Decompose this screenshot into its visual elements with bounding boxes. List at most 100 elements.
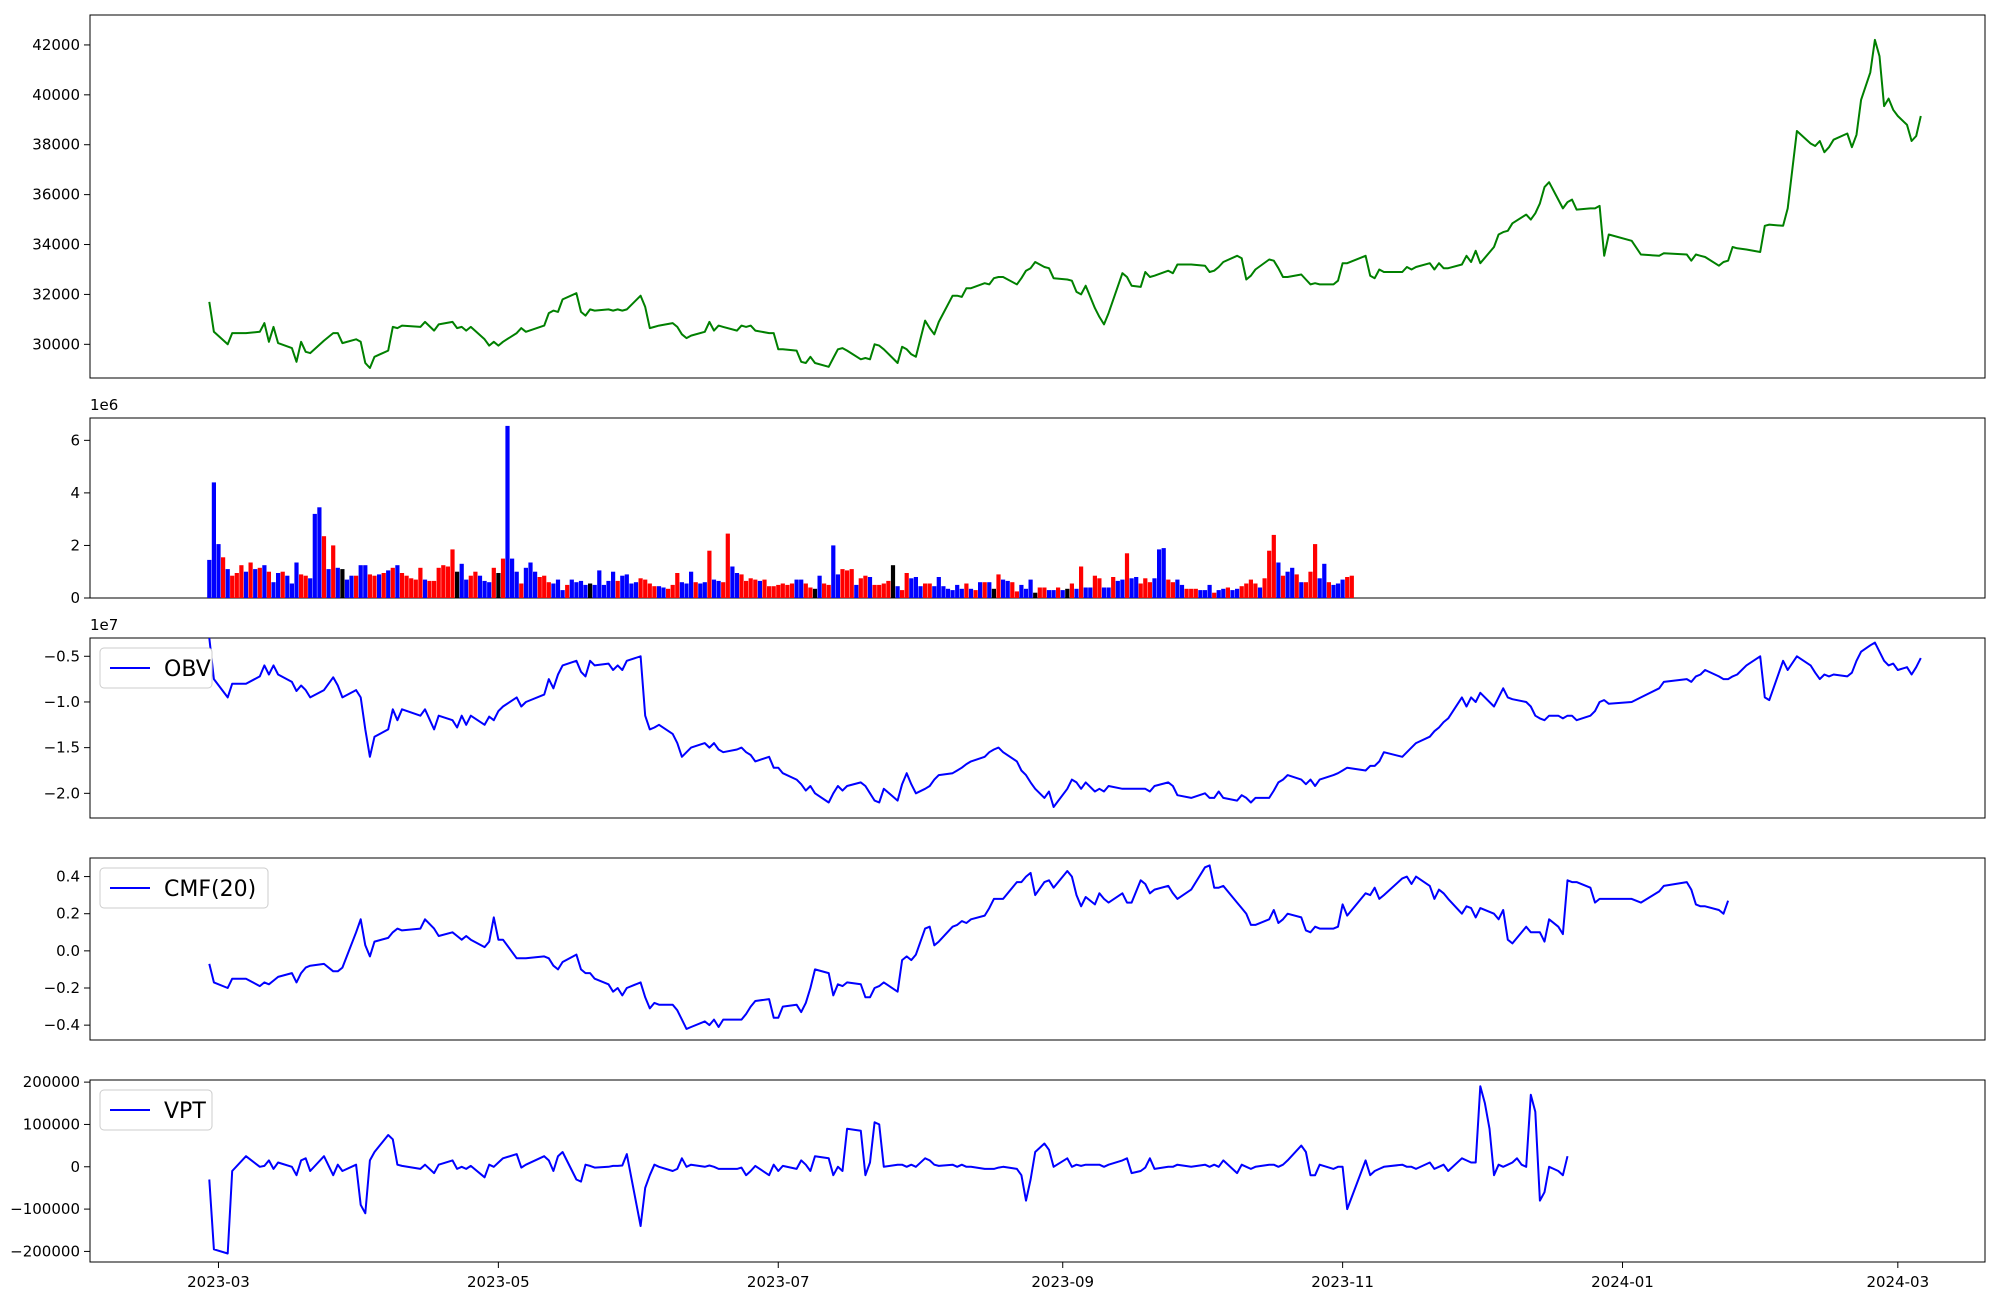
volume-bar <box>638 578 643 598</box>
volume-bar <box>363 565 368 598</box>
y-tick-label: −200000 <box>10 1242 80 1260</box>
volume-bar <box>1262 578 1267 598</box>
volume-bar <box>399 573 405 598</box>
volume-bar <box>409 578 414 598</box>
volume-bar <box>321 536 327 598</box>
volume-bar <box>1290 567 1295 598</box>
volume-bar <box>303 575 308 598</box>
volume-bar <box>1198 590 1203 598</box>
volume-bar <box>987 582 992 598</box>
volume-bar <box>1271 534 1276 598</box>
volume-bar <box>656 586 662 598</box>
volume-bar <box>996 574 1001 598</box>
volume-bar <box>1014 591 1019 598</box>
volume-bar <box>679 582 684 598</box>
volume-bar <box>615 580 620 598</box>
volume-bar <box>721 582 726 598</box>
volume-bar <box>537 577 542 598</box>
y-tick-label: 200000 <box>23 1073 80 1091</box>
volume-bar <box>514 571 519 598</box>
volume-bar <box>1216 590 1221 598</box>
volume-bar <box>1056 587 1061 598</box>
axis-offset-label: 1e7 <box>90 616 118 634</box>
volume-bar <box>1189 588 1194 598</box>
volume-bar <box>849 569 854 598</box>
volume-bar <box>354 575 359 598</box>
volume-bar <box>280 571 285 598</box>
volume-bar <box>1345 577 1350 598</box>
volume-bar <box>991 588 996 598</box>
volume-bar <box>386 570 391 598</box>
volume-bar <box>803 583 808 598</box>
axis-offset-label: 1e6 <box>90 396 118 414</box>
volume-bar <box>487 582 492 598</box>
volume-bar <box>221 557 226 598</box>
volume-bar <box>822 583 827 598</box>
volume-bar <box>675 573 680 598</box>
volume-panel: 0 2 4 6 1e6 <box>70 396 1986 607</box>
volume-bar <box>845 570 850 598</box>
volume-bar <box>588 583 593 598</box>
volume-bar <box>757 580 762 598</box>
volume-bar <box>464 579 469 598</box>
volume-bar <box>390 567 395 598</box>
volume-bar <box>1170 582 1175 598</box>
volume-bar <box>477 575 483 598</box>
volume-bar <box>271 582 276 598</box>
volume-bar <box>1303 582 1308 598</box>
volume-bar <box>633 582 639 598</box>
series-line <box>208 637 1922 808</box>
volume-bar <box>207 559 212 598</box>
volume-bar <box>762 579 767 598</box>
volume-bar <box>455 571 460 598</box>
volume-bar <box>1340 579 1345 598</box>
volume-bar <box>1202 590 1208 598</box>
volume-bar <box>266 571 271 598</box>
volume-bar <box>344 579 349 598</box>
volume-bar <box>1028 579 1033 598</box>
y-tick-label: 0 <box>70 589 80 607</box>
volume-bar <box>647 583 652 598</box>
legend: VPT <box>99 1089 213 1131</box>
y-tick-label: 0 <box>70 1158 80 1176</box>
volume-bar <box>1161 548 1166 598</box>
volume-bar <box>285 575 290 598</box>
legend-label: OBV <box>164 657 211 682</box>
y-tick-label: 2 <box>70 536 80 554</box>
volume-bar <box>1147 582 1152 598</box>
volume-bar <box>831 545 836 598</box>
volume-bar <box>1335 583 1341 598</box>
volume-bar <box>1294 574 1299 598</box>
volume-bar <box>340 569 345 598</box>
volume-bar <box>404 575 409 598</box>
volume-bar <box>1120 579 1125 598</box>
volume-bar <box>243 571 249 598</box>
y-tick-label: 0.2 <box>56 905 80 923</box>
volume-bar <box>1134 577 1139 598</box>
volume-bar <box>1042 587 1047 598</box>
volume-bar <box>767 586 772 598</box>
volume-bar <box>225 569 230 598</box>
volume-bar <box>1225 587 1230 598</box>
volume-bar <box>312 513 317 598</box>
volume-bar <box>1349 575 1354 598</box>
volume-bar <box>968 588 974 598</box>
volume-bar <box>890 565 896 598</box>
volume-bar <box>459 563 464 598</box>
volume-bar <box>808 587 813 598</box>
volume-bar <box>289 583 294 598</box>
volume-bar <box>1019 584 1024 598</box>
y-tick-label: −2.0 <box>44 784 80 802</box>
volume-bar <box>959 588 964 598</box>
volume-bar <box>1299 582 1304 598</box>
volume-bar <box>1267 550 1272 598</box>
volume-bar <box>936 577 941 598</box>
x-tick-label: 2023-03 <box>187 1273 250 1291</box>
volume-bar <box>1097 578 1102 598</box>
volume-bar <box>1166 579 1171 598</box>
volume-bar <box>335 567 340 598</box>
volume-bar <box>560 590 565 598</box>
volume-bar <box>1331 584 1336 598</box>
volume-bar <box>1253 583 1258 598</box>
volume-bar <box>1124 553 1130 598</box>
